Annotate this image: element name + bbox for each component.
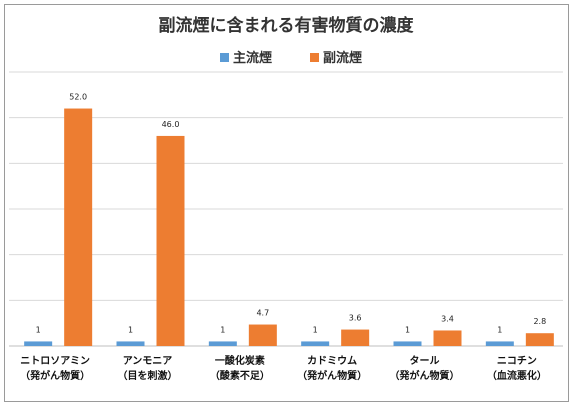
bar-chart: 1 52.0 1 46.0 1 4.7 1 3.6 1 3.4 1 2.8 ニトロソアミン （発がん物質… [9, 15, 563, 382]
value-label: 4.7 [256, 309, 269, 318]
bar-sidestream [156, 135, 185, 346]
chart-title: 副流煙に含まれる有害物質の濃度 [159, 15, 415, 36]
category-label: （発がん物質） [20, 369, 90, 382]
bar-sidestream [248, 324, 277, 346]
bar-mainstream [485, 341, 514, 346]
bar-sidestream [525, 333, 554, 346]
value-label: 1 [497, 325, 502, 334]
value-label: 46.0 [162, 120, 180, 129]
value-label: 3.6 [349, 314, 362, 323]
value-label: 1 [36, 325, 41, 334]
gridlines [9, 71, 563, 347]
category-label: ニコチン [497, 355, 537, 367]
legend-label: 主流煙 [233, 50, 272, 66]
category-label: （発がん物質） [297, 369, 367, 382]
category-label: アンモニア [123, 355, 173, 367]
legend: 主流煙 副流煙 [220, 50, 362, 66]
category-label: （発がん物質） [390, 369, 460, 382]
bar-mainstream [24, 341, 53, 346]
value-label: 1 [313, 325, 318, 334]
value-labels: 1 52.0 1 46.0 1 4.7 1 3.6 1 3.4 1 2.8 [36, 93, 547, 335]
category-label: （血流悪化） [487, 369, 547, 382]
category-label: （目を刺激） [118, 369, 178, 382]
chart-frame: 1 52.0 1 46.0 1 4.7 1 3.6 1 3.4 1 2.8 ニトロソアミン （発がん物質… [4, 4, 569, 402]
category-label: 一酸化炭素 [215, 354, 265, 367]
bar-sidestream [341, 329, 370, 346]
category-label: タール [410, 355, 440, 367]
bar-mainstream [116, 341, 145, 346]
value-label: 1 [220, 325, 225, 334]
value-label: 2.8 [533, 317, 546, 326]
value-label: 1 [128, 325, 133, 334]
bars [24, 108, 554, 347]
category-label: ニトロソアミン [20, 355, 90, 367]
bar-sidestream [64, 108, 93, 347]
legend-label: 副流煙 [323, 50, 362, 66]
bar-mainstream [393, 341, 422, 346]
legend-swatch [310, 53, 319, 62]
bar-mainstream [208, 341, 237, 346]
category-labels: ニトロソアミン （発がん物質） アンモニア （目を刺激） 一酸化炭素 （酸素不足） カドミウ… [20, 354, 547, 382]
category-label: （酸素不足） [210, 369, 270, 382]
value-label: 3.4 [441, 314, 454, 323]
value-label: 1 [405, 325, 410, 334]
legend-swatch [220, 53, 229, 62]
bar-mainstream [301, 341, 330, 346]
value-label: 52.0 [69, 93, 87, 102]
category-label: カドミウム [307, 355, 357, 367]
bar-sidestream [433, 330, 462, 346]
